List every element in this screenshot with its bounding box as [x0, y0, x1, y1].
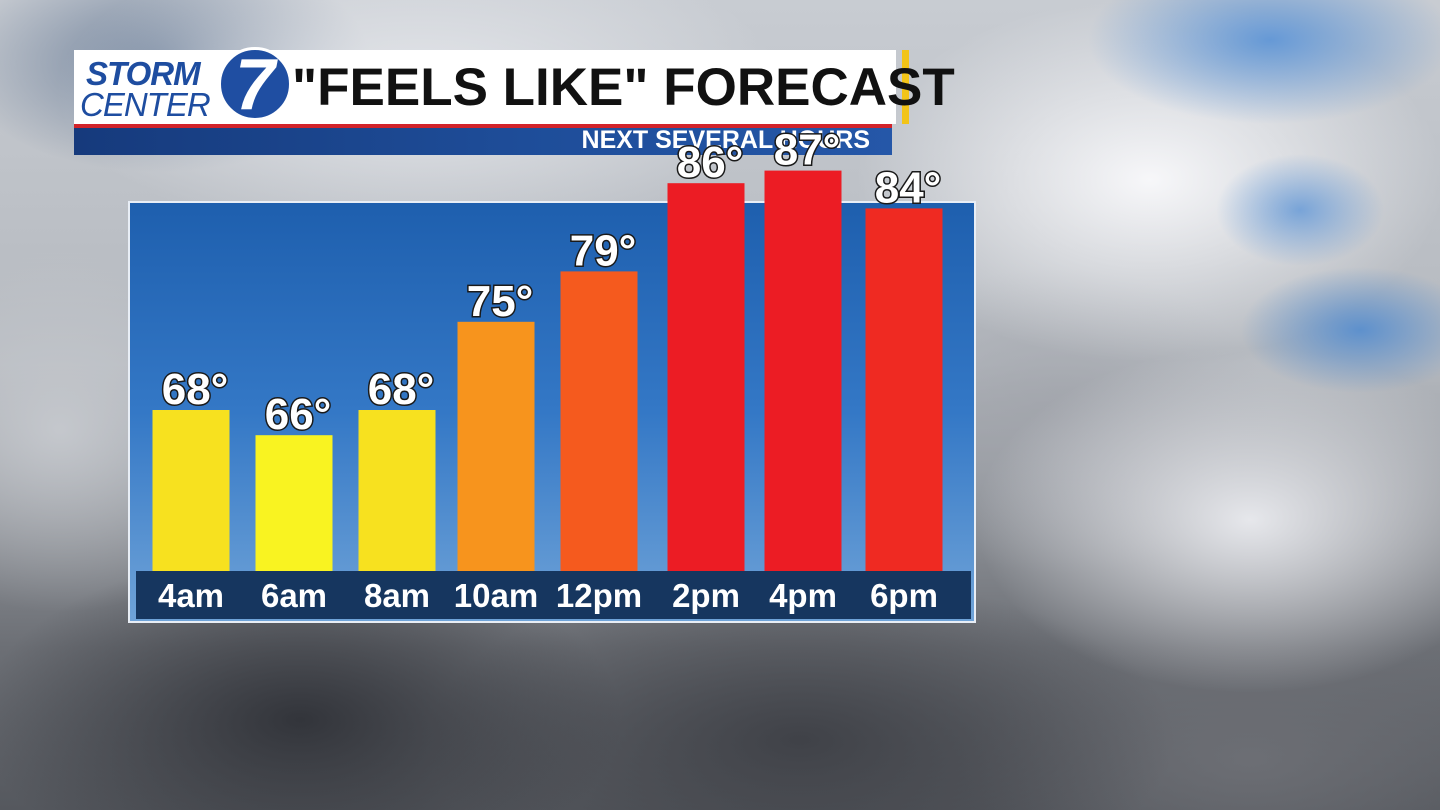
logo-text-storm: STORM	[86, 55, 201, 92]
value-label-4am: 68°	[162, 365, 229, 414]
value-label-8am: 68°	[368, 365, 435, 414]
logo-text-center: CENTER	[80, 86, 211, 123]
value-label-10am: 75°	[467, 277, 534, 326]
value-label-4pm: 87°	[774, 126, 841, 175]
bar-4pm	[764, 170, 842, 571]
bar-4am	[152, 410, 230, 571]
value-label-2pm: 86°	[677, 138, 744, 187]
header-accent-bar	[902, 50, 909, 124]
value-label-12pm: 79°	[570, 226, 637, 275]
hour-label-6pm: 6pm	[870, 577, 938, 614]
bar-2pm	[667, 183, 745, 571]
hour-label-12pm: 12pm	[556, 577, 642, 614]
page-subtitle: NEXT SEVERAL HOURS	[581, 126, 870, 154]
logo-seven-badge: 7	[218, 47, 292, 121]
hour-label-10am: 10am	[454, 577, 538, 614]
header-banner	[74, 50, 896, 124]
bar-8am	[358, 410, 436, 571]
bar-10am	[457, 321, 535, 571]
page-title: "FEELS LIKE" FORECAST	[292, 58, 955, 117]
value-label-6am: 66°	[265, 390, 332, 439]
hour-label-6am: 6am	[261, 577, 327, 614]
bar-12pm	[560, 271, 638, 571]
bar-6am	[255, 435, 333, 571]
hour-label-4am: 4am	[158, 577, 224, 614]
value-label-6pm: 84°	[875, 163, 942, 212]
subtitle-bar	[74, 124, 892, 155]
hour-label-strip	[136, 571, 971, 619]
hour-label-8am: 8am	[364, 577, 430, 614]
hour-label-2pm: 2pm	[672, 577, 740, 614]
bar-6pm	[865, 208, 943, 571]
hour-label-4pm: 4pm	[769, 577, 837, 614]
